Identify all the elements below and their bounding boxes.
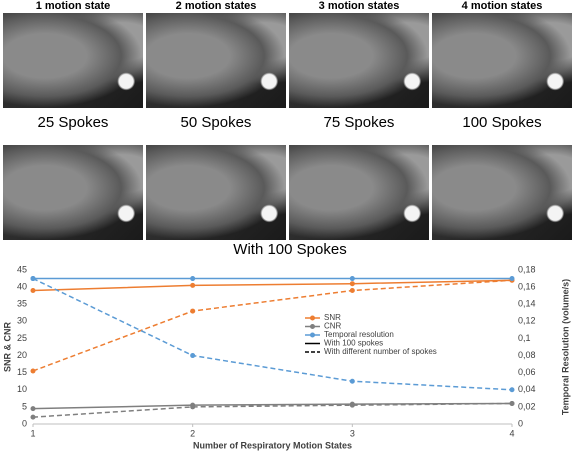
y2-tick-label: 0,02 [518,401,536,411]
mri-image [146,145,286,240]
panel-label: 3 motion states [318,0,400,12]
marker [509,276,515,282]
y-tick-label: 25 [17,333,27,343]
y2-tick-label: 0,16 [518,281,536,291]
marker [349,378,355,384]
marker [349,288,355,294]
marker [349,276,355,282]
mri-image [432,145,572,240]
x-tick-label: 3 [350,428,355,438]
y-tick-label: 15 [17,367,27,377]
y2-tick-label: 0,18 [518,264,536,274]
y-tick-label: 20 [17,350,27,360]
legend-marker [310,324,315,329]
x-axis-title: Number of Respiratory Motion States [193,440,352,450]
panel-label: 4 motion states [461,0,543,12]
y2-tick-label: 0,08 [518,350,536,360]
mri-image [432,13,572,108]
marker [190,404,196,410]
y-tick-label: 30 [17,316,27,326]
y-tick-label: 35 [17,299,27,309]
mri-image [289,145,429,240]
mri-image [289,13,429,108]
marker [190,276,196,282]
y2-tick-label: 0,06 [518,367,536,377]
y2-tick-label: 0,12 [518,316,536,326]
marker [509,400,515,406]
y2-tick-label: 0,14 [518,299,536,309]
y-tick-label: 10 [17,384,27,394]
mri-image [3,145,143,240]
series-line [32,279,513,292]
series-line [32,279,513,372]
series-line [32,402,513,418]
caption: With 100 Spokes [233,241,347,258]
legend-label: SNR [324,313,341,322]
y-tick-label: 40 [17,281,27,291]
y-axis-title: SNR & CNR [2,322,12,373]
panel-label: 1 motion state [35,0,111,12]
panel-label: 25 Spokes [37,114,109,131]
marker [30,414,36,420]
x-tick-label: 1 [30,428,35,438]
mri-image [3,13,143,108]
marker [349,402,355,408]
marker [30,288,36,294]
marker [190,282,196,288]
y2-tick-label: 0 [518,418,523,428]
x-tick-label: 2 [190,428,195,438]
panel-label: 2 motion states [175,0,257,12]
x-tick-label: 4 [509,428,514,438]
legend-label: With different number of spokes [324,347,437,356]
series-line [32,402,513,410]
y-tick-label: 45 [17,264,27,274]
marker [509,387,515,393]
mri-image [146,13,286,108]
marker [190,308,196,314]
legend-label: CNR [324,322,342,331]
legend-label: With 100 spokes [324,339,383,348]
marker [190,353,196,359]
y-tick-label: 5 [22,401,27,411]
legend-label: Temporal resolution [324,330,394,339]
panel-label: 50 Spokes [180,114,252,131]
chart: 0 5 10 15 20 25 30 35 40 45 0 0,02 0,04 0,06 0,08 0,1 0,… [2,264,570,450]
marker [30,276,36,282]
series-line [32,277,513,391]
legend-marker [310,332,315,338]
panel-label: 75 Spokes [323,114,395,131]
panel-label: 100 Spokes [462,114,542,131]
y-tick-label: 0 [22,418,27,428]
y2-tick-label: 0,04 [518,384,536,394]
y2-tick-label: 0,1 [518,333,531,343]
marker [349,281,355,287]
legend-marker [310,315,315,321]
marker [30,368,36,374]
marker [30,406,36,412]
y2-axis-title: Temporal Resolution (volume/s) [560,279,570,415]
